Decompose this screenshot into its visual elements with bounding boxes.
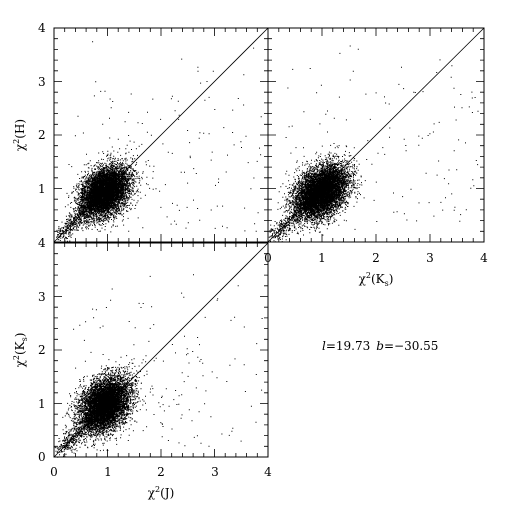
identity-line-bottom-left xyxy=(53,242,269,458)
identity-line-top-left xyxy=(53,27,269,243)
xtick-label-3: 3 xyxy=(211,465,219,479)
coordinates-annotation: l=19.73 b=−30.55 xyxy=(322,339,438,353)
scatter-dots xyxy=(268,45,479,243)
ytick-label-4: 4 xyxy=(38,21,46,35)
panel-top-right: 0 1 2 3 4 χ2(Ks) xyxy=(264,27,488,288)
frame-bottom-left xyxy=(53,242,269,458)
xlabel-bottom-left: χ2(J) xyxy=(148,485,175,500)
xtick-label-1: 1 xyxy=(104,465,112,479)
xtick-label-1: 1 xyxy=(318,251,326,265)
scatter-dots xyxy=(54,274,263,458)
ytick-label-2: 2 xyxy=(38,128,46,142)
xtick-label-2: 2 xyxy=(372,251,380,265)
ytick-label-2: 2 xyxy=(38,343,46,357)
frame-top-right xyxy=(267,27,485,243)
scatter-points-top-right xyxy=(268,45,479,243)
ytick-label-top: 4 xyxy=(38,236,46,250)
ylabel-top-left: χ2(H) xyxy=(12,119,27,151)
ytick-label-0: 0 xyxy=(38,450,46,464)
xtick-label-0: 0 xyxy=(50,465,58,479)
xlabel-top-right: χ2(Ks) xyxy=(359,271,394,288)
xtick-label-4: 4 xyxy=(264,465,272,479)
scatter-points-bottom-left xyxy=(54,274,263,458)
ytick-label-3: 3 xyxy=(38,290,46,304)
ytick-label-3: 3 xyxy=(38,75,46,89)
scatter-points-top-left xyxy=(56,41,262,242)
xtick-label-4: 4 xyxy=(480,251,488,265)
ytick-label-1: 1 xyxy=(38,182,46,196)
xtick-label-2: 2 xyxy=(157,465,165,479)
xtick-label-3: 3 xyxy=(426,251,434,265)
identity-line-top-right xyxy=(267,27,485,243)
ytick-label-1: 1 xyxy=(38,397,46,411)
scatter-dots xyxy=(56,41,262,242)
panel-top-left: 1 2 3 4 χ2(H) xyxy=(12,21,269,243)
ylabel-bottom-left: χ2(Ks) xyxy=(12,333,29,368)
panel-bottom-left: 4 3 2 1 0 0 1 2 3 4 χ2(J) χ2(Ks) xyxy=(12,236,272,500)
